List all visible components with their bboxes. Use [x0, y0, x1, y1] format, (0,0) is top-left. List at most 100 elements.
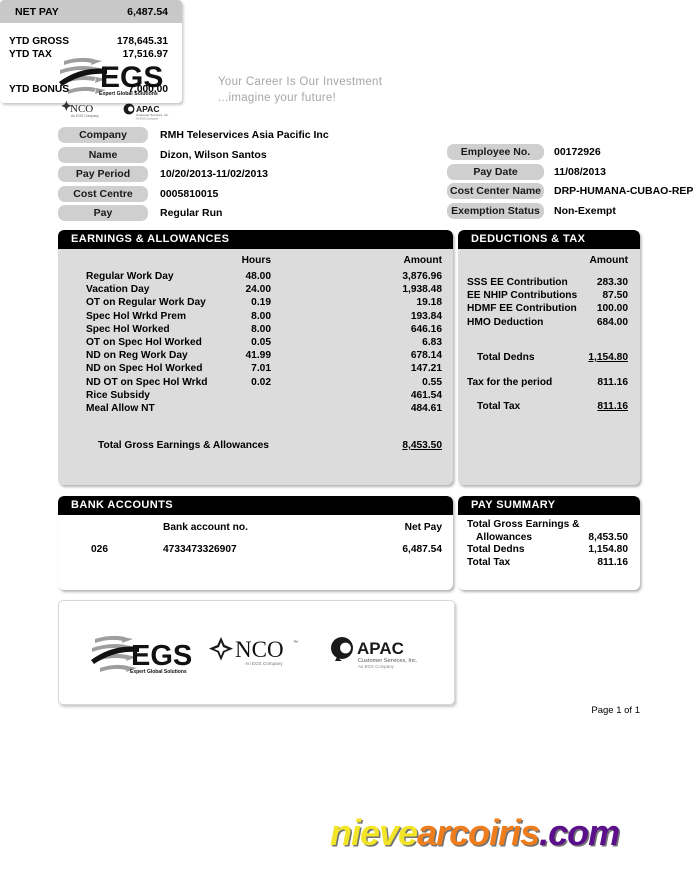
- summary-row: Total Tax 811.16: [458, 557, 640, 570]
- bank-account: 4733473326907: [163, 544, 237, 555]
- footer-logo-strip: EGS Expert Global Solutions NCO ™ An EGS…: [59, 625, 454, 681]
- svg-text:NCO: NCO: [235, 637, 284, 662]
- earnings-desc: Vacation Day: [86, 284, 150, 296]
- ytd-rows: YTD GROSS 178,645.31 YTD TAX 17,516.97 Y…: [0, 23, 182, 97]
- earnings-total-label: Total Gross Earnings & Allowances: [98, 440, 269, 451]
- total-dedns-value: 1,154.80: [588, 352, 628, 363]
- deduction-desc: HDMF EE Contribution: [467, 303, 577, 315]
- total-tax-label: Total Tax: [477, 401, 521, 412]
- netpay-band: NET PAY 6,487.54: [0, 0, 182, 23]
- earnings-col-amount: Amount: [403, 255, 442, 266]
- field-name: Name Dizon, Wilson Santos: [58, 146, 398, 164]
- table-row: OT on Regular Work Day 0.19 19.18: [58, 297, 453, 310]
- earnings-amount: 646.16: [410, 323, 442, 335]
- summary-amount: 811.16: [597, 556, 628, 568]
- table-row: Vacation Day 24.00 1,938.48: [58, 284, 453, 297]
- earnings-hours: 8.00: [251, 323, 271, 335]
- earnings-hours: 0.05: [251, 336, 271, 348]
- earnings-desc: Spec Hol Worked: [86, 323, 170, 335]
- earnings-amount: 19.18: [416, 297, 443, 309]
- earnings-hours: 7.01: [251, 363, 271, 375]
- summary-row: Total Dedns 1,154.80: [458, 544, 640, 557]
- field-company-label: Company: [58, 127, 148, 143]
- svg-text:An EGS Company: An EGS Company: [71, 114, 99, 118]
- ytd-amount: 7,000.00: [128, 84, 168, 95]
- earnings-amount: 0.55: [422, 376, 442, 388]
- site-watermark: nievearcoiris.com: [330, 812, 620, 854]
- summary-desc: Total Dedns: [467, 544, 525, 555]
- watermark-part-2: arcoiris: [417, 812, 540, 853]
- earnings-amount: 1,938.48: [402, 284, 442, 296]
- nco-logo-footer: NCO ™ An EGS Company: [209, 633, 319, 678]
- field-pay-value: Regular Run: [160, 207, 223, 219]
- summary-desc: Total Tax: [467, 556, 511, 568]
- earnings-amount: 147.21: [410, 363, 442, 375]
- svg-text:APAC: APAC: [357, 639, 404, 658]
- field-cost-center-name: Cost Center Name DRP-HUMANA-CUBAO-REP: [447, 182, 698, 200]
- earnings-desc: Rice Subsidy: [86, 389, 150, 401]
- earnings-desc: ND on Spec Hol Worked: [86, 363, 203, 375]
- field-name-label: Name: [58, 146, 148, 163]
- ytd-row: YTD GROSS 178,645.31: [0, 36, 182, 49]
- earnings-desc: Meal Allow NT: [86, 402, 155, 414]
- bank-accounts-panel: BANK ACCOUNTS Bank account no. Net Pay 0…: [58, 496, 453, 590]
- summary-amount: 1,154.80: [588, 544, 628, 555]
- summary-desc-cont: Allowances: [476, 531, 533, 543]
- bank-accounts-title: BANK ACCOUNTS: [58, 496, 453, 515]
- earnings-amount: 461.54: [410, 389, 442, 401]
- field-exemption-status-label: Exemption Status: [447, 202, 544, 219]
- watermark-part-3: .com: [539, 812, 620, 853]
- table-row: HDMF EE Contribution 100.00: [458, 303, 640, 316]
- deduction-amount: 87.50: [602, 290, 629, 302]
- deduction-desc: EE NHIP Contributions: [467, 290, 578, 302]
- table-row: Spec Hol Wrkd Prem 8.00 193.84: [58, 311, 453, 324]
- ytd-amount: 17,516.97: [122, 49, 168, 60]
- tax-period-value: 811.16: [597, 377, 628, 388]
- svg-text:NCO: NCO: [70, 103, 93, 115]
- table-row: EE NHIP Contributions 87.50: [458, 290, 640, 303]
- earnings-hours: 0.02: [251, 376, 271, 388]
- footer-logos-panel: EGS Expert Global Solutions NCO ™ An EGS…: [58, 600, 455, 705]
- deduction-amount: 684.00: [596, 316, 628, 328]
- ytd-desc: YTD TAX: [9, 49, 52, 60]
- watermark-part-1: nieve: [330, 812, 418, 853]
- earnings-amount: 3,876.96: [402, 271, 442, 282]
- svg-text:™: ™: [293, 640, 298, 646]
- field-company: Company RMH Teleservices Asia Pacific In…: [58, 126, 398, 144]
- ytd-row: YTD TAX 17,516.97: [0, 49, 182, 62]
- field-exemption-status: Exemption Status Non-Exempt: [447, 202, 698, 220]
- field-cost-centre: Cost Centre 0005810015: [58, 185, 398, 203]
- tagline-line-2: ...imagine your future!: [218, 92, 337, 104]
- document-header: EGS Expert Global Solutions Your Career …: [58, 52, 638, 122]
- earnings-amount: 678.14: [410, 350, 442, 362]
- table-row: OT on Spec Hol Worked 0.05 6.83: [58, 337, 453, 350]
- field-pay: Pay Regular Run: [58, 204, 398, 222]
- svg-text:An EGS Company: An EGS Company: [245, 661, 283, 666]
- netpay-value: 6,487.54: [127, 6, 168, 18]
- bank-col-account: Bank account no.: [163, 522, 248, 533]
- svg-text:An EGS Company: An EGS Company: [358, 664, 395, 669]
- ytd-desc: YTD BONUS: [9, 84, 69, 95]
- total-tax-value: 811.16: [597, 401, 628, 412]
- earnings-desc: ND OT on Spec Hol Wrkd: [86, 376, 208, 388]
- earnings-desc: OT on Regular Work Day: [86, 297, 206, 309]
- earnings-col-hours: Hours: [241, 255, 271, 266]
- svg-text:EGS: EGS: [131, 640, 192, 672]
- earnings-desc: OT on Spec Hol Worked: [86, 336, 202, 348]
- table-row: ND on Spec Hol Worked 7.01 147.21: [58, 363, 453, 376]
- earnings-amount: 6.83: [422, 336, 442, 348]
- bank-col-netpay: Net Pay: [404, 522, 442, 533]
- egs-tagline: Your Career Is Our Investment ...imagine…: [218, 74, 382, 106]
- egs-logo-subtitle: Expert Global Solutions: [99, 91, 158, 97]
- field-pay-date: Pay Date 11/08/2013: [447, 163, 698, 181]
- field-pay-period-value: 10/20/2013-11/02/2013: [160, 168, 269, 180]
- table-row: ND on Reg Work Day 41.99 678.14: [58, 350, 453, 363]
- table-row: Rice Subsidy 461.54: [58, 390, 453, 403]
- netpay-label: NET PAY: [15, 6, 59, 18]
- summary-row: Allowances 8,453.50: [458, 532, 640, 545]
- table-row: Spec Hol Worked 8.00 646.16: [58, 324, 453, 337]
- table-row: SSS EE Contribution 283.30: [458, 277, 640, 290]
- earnings-table: Hours Amount Regular Work Day 48.00 3,87…: [58, 249, 453, 451]
- bank-netpay: 6,487.54: [402, 544, 442, 555]
- page-number: Page 1 of 1: [591, 705, 640, 716]
